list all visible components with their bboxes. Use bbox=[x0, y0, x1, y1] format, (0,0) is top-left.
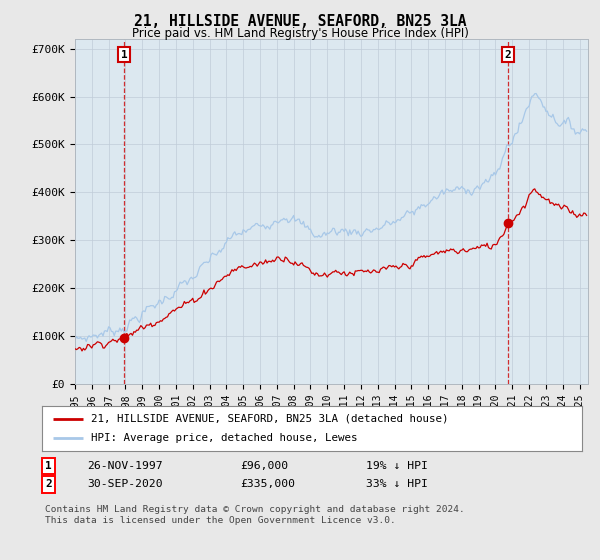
Text: Contains HM Land Registry data © Crown copyright and database right 2024.
This d: Contains HM Land Registry data © Crown c… bbox=[45, 505, 465, 525]
Text: 21, HILLSIDE AVENUE, SEAFORD, BN25 3LA: 21, HILLSIDE AVENUE, SEAFORD, BN25 3LA bbox=[134, 14, 466, 29]
Text: £335,000: £335,000 bbox=[240, 479, 295, 489]
Text: HPI: Average price, detached house, Lewes: HPI: Average price, detached house, Lewe… bbox=[91, 433, 357, 444]
Text: 1: 1 bbox=[121, 49, 127, 59]
Text: Price paid vs. HM Land Registry's House Price Index (HPI): Price paid vs. HM Land Registry's House … bbox=[131, 27, 469, 40]
Text: 33% ↓ HPI: 33% ↓ HPI bbox=[366, 479, 428, 489]
Text: 21, HILLSIDE AVENUE, SEAFORD, BN25 3LA (detached house): 21, HILLSIDE AVENUE, SEAFORD, BN25 3LA (… bbox=[91, 413, 448, 423]
Text: 1: 1 bbox=[45, 461, 52, 471]
Text: 19% ↓ HPI: 19% ↓ HPI bbox=[366, 461, 428, 471]
Text: 30-SEP-2020: 30-SEP-2020 bbox=[87, 479, 163, 489]
Text: 26-NOV-1997: 26-NOV-1997 bbox=[87, 461, 163, 471]
Text: 2: 2 bbox=[45, 479, 52, 489]
Text: £96,000: £96,000 bbox=[240, 461, 288, 471]
Text: 2: 2 bbox=[505, 49, 511, 59]
